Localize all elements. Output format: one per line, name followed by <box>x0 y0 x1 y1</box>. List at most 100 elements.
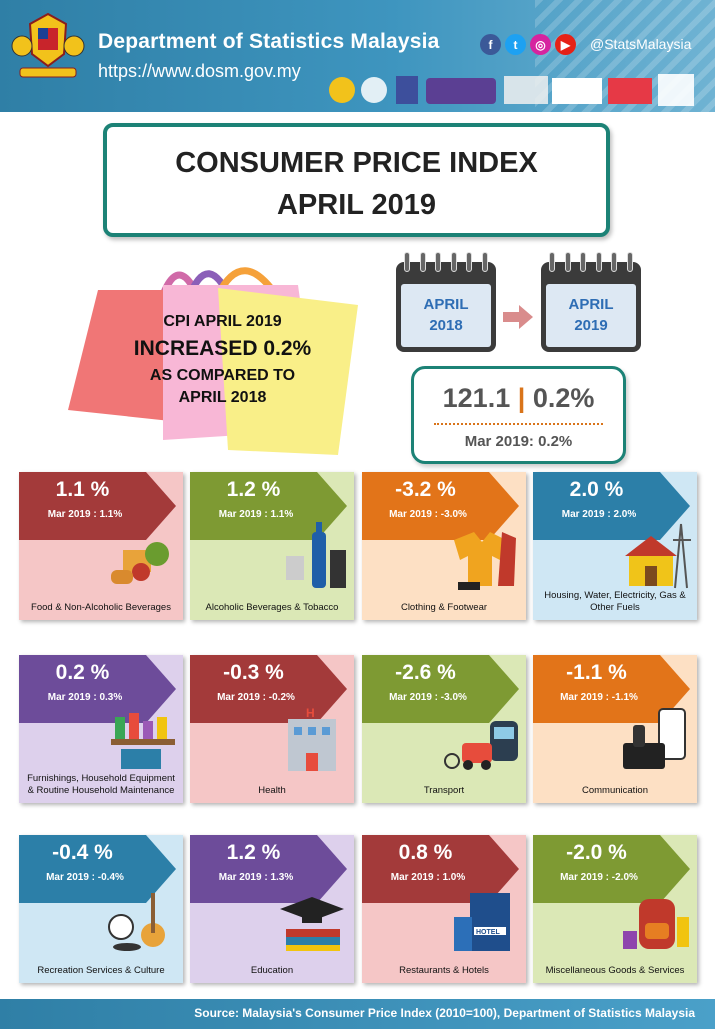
category-card: -2.0 % Mar 2019 : -2.0% Miscellaneous Good… <box>533 835 697 983</box>
category-prev: Mar 2019 : -0.2% <box>217 692 295 703</box>
category-prev: Mar 2019 : -2.0% <box>560 872 638 883</box>
category-prev: Mar 2019 : 0.3% <box>47 692 123 703</box>
category-prev: Mar 2019 : -3.0% <box>389 692 467 703</box>
graduation-cap-icon <box>280 897 344 951</box>
index-value: 121.1 <box>442 383 511 413</box>
summary-line3: AS COMPARED TO <box>149 367 296 384</box>
beer-bottle-icon <box>286 522 346 588</box>
category-label: Housing, Water, Electricity, Gas & Other… <box>544 590 686 613</box>
phone-icon <box>623 708 686 769</box>
category-prev: Mar 2019 : 1.0% <box>390 872 466 883</box>
shopping-bags-icon <box>68 267 358 455</box>
event-logos-strip <box>329 74 694 106</box>
category-label: Communication <box>582 785 648 796</box>
calendar-2019: APRIL 2019 <box>541 252 641 352</box>
category-band <box>533 472 690 540</box>
calendar-year: 2018 <box>429 317 463 334</box>
category-prev: Mar 2019 : -0.4% <box>46 872 124 883</box>
category-pct: -0.3 % <box>223 661 284 684</box>
category-label: Recreation Services & Culture <box>37 965 165 976</box>
category-band <box>362 835 519 903</box>
category-card: 0.2 % Mar 2019 : 0.3% Furnishings, Househo… <box>19 655 183 803</box>
category-band <box>19 835 176 903</box>
facebook-icon[interactable]: f <box>480 34 501 55</box>
category-card: -0.4 % Mar 2019 : -0.4% Recreation Service… <box>19 835 183 983</box>
category-label: Alcoholic Beverages & Tobacco <box>205 602 339 613</box>
summary-line1: CPI APRIL 2019 <box>163 313 282 330</box>
category-band <box>19 655 176 723</box>
summary-line4: APRIL 2018 <box>178 389 267 406</box>
household-icon <box>111 713 175 769</box>
category-pct: -0.4 % <box>52 841 113 864</box>
malaysia-crest-icon <box>11 12 85 78</box>
category-card: -2.6 % Mar 2019 : -3.0% Transport <box>362 655 526 803</box>
index-change: 0.2% <box>532 383 595 413</box>
index-separator: | <box>517 383 526 413</box>
category-label: Furnishings, Household Equipment & Routi… <box>27 773 175 796</box>
category-band <box>533 835 690 903</box>
category-card: -1.1 % Mar 2019 : -1.1% Communication <box>533 655 697 803</box>
header-banner: Department of Statistics Malaysia https:… <box>0 0 715 112</box>
category-band <box>362 655 519 723</box>
category-band <box>190 472 347 540</box>
transport-icon <box>444 721 518 770</box>
cpi-summary: CPI APRIL 2019 INCREASED 0.2% AS COMPARE… <box>105 313 340 407</box>
svg-text:H: H <box>306 706 315 720</box>
category-label: Health <box>258 785 286 796</box>
hotel-icon: HOTEL <box>454 893 510 951</box>
category-label: Food & Non-Alcoholic Beverages <box>31 602 171 613</box>
instagram-icon[interactable]: ◎ <box>530 34 551 55</box>
category-pct: 1.1 % <box>55 478 110 501</box>
category-card: 0.8 % Mar 2019 : 1.0% HOTEL Restaurants & H… <box>362 835 526 983</box>
category-pct: 1.2 % <box>226 841 281 864</box>
category-pct: 0.2 % <box>55 661 110 684</box>
summary-line2: INCREASED 0.2% <box>133 337 312 360</box>
category-pct: -2.6 % <box>395 661 456 684</box>
category-prev: Mar 2019 : -3.0% <box>389 509 467 520</box>
calendar-month: APRIL <box>568 296 614 313</box>
footer-bar: Source: Malaysia's Consumer Price Index … <box>0 999 715 1029</box>
arrow-right-icon <box>503 305 533 329</box>
category-card: 2.0 % Mar 2019 : 2.0% Housing, Water, Elec… <box>533 472 697 620</box>
category-pct: 1.2 % <box>226 478 281 501</box>
org-url-link[interactable]: https://www.dosm.gov.my <box>98 61 301 81</box>
index-value-box: 121.1 | 0.2% Mar 2019: 0.2% <box>411 366 626 464</box>
category-pct: 0.8 % <box>398 841 453 864</box>
house-icon <box>625 523 691 589</box>
category-prev: Mar 2019 : 1.3% <box>218 872 294 883</box>
category-label: Transport <box>423 785 465 796</box>
category-card: 1.2 % Mar 2019 : 1.3% Education <box>190 835 354 983</box>
category-band <box>19 472 176 540</box>
calendar-2018: APRIL 2018 <box>396 252 496 352</box>
org-name: Department of Statistics Malaysia <box>98 30 440 53</box>
page-subtitle: APRIL 2019 <box>276 189 437 221</box>
category-band <box>362 472 519 540</box>
category-prev: Mar 2019 : 2.0% <box>561 509 637 520</box>
social-icons: f t ◎ ▶ <box>480 34 576 55</box>
social-handle: @StatsMalaysia <box>590 36 692 52</box>
twitter-icon[interactable]: t <box>505 34 526 55</box>
category-prev: Mar 2019 : 1.1% <box>47 509 123 520</box>
category-band <box>190 655 347 723</box>
calendar-month: APRIL <box>423 296 469 313</box>
clothing-icon <box>454 532 516 590</box>
category-card: 1.1 % Mar 2019 : 1.1% Food & Non-Alcoholic… <box>19 472 183 620</box>
category-card: -0.3 % Mar 2019 : -0.2% H Health <box>190 655 354 803</box>
food-icon <box>111 542 169 584</box>
category-pct: -2.0 % <box>566 841 627 864</box>
category-label: Clothing & Footwear <box>400 602 488 613</box>
category-prev: Mar 2019 : 1.1% <box>218 509 294 520</box>
category-pct: 2.0 % <box>569 478 624 501</box>
calendar-year: 2019 <box>574 317 608 334</box>
category-label: Education <box>250 965 294 976</box>
category-pct: -3.2 % <box>395 478 456 501</box>
youtube-icon[interactable]: ▶ <box>555 34 576 55</box>
index-previous: Mar 2019: 0.2% <box>464 433 573 450</box>
page-title: CONSUMER PRICE INDEX <box>175 147 538 179</box>
category-band <box>190 835 347 903</box>
category-card: -3.2 % Mar 2019 : -3.0% Clothing & Footwea… <box>362 472 526 620</box>
category-label: Restaurants & Hotels <box>399 965 489 976</box>
backpack-icon <box>623 899 689 949</box>
category-prev: Mar 2019 : -1.1% <box>560 692 638 703</box>
category-pct: -1.1 % <box>566 661 627 684</box>
